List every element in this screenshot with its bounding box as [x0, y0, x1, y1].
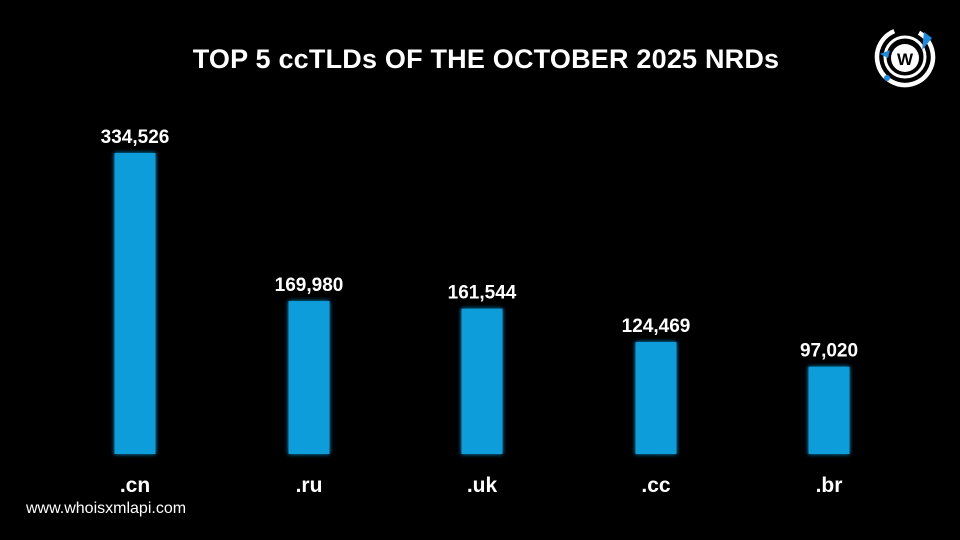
value-label: 169,980: [275, 275, 344, 296]
value-label: 124,469: [622, 316, 691, 337]
bar-cc: [635, 342, 677, 454]
bar-br: [808, 366, 850, 454]
value-label: 161,544: [448, 283, 517, 304]
category-label: .ru: [296, 474, 323, 497]
website-url: www.whoisxmlapi.com: [26, 500, 187, 517]
logo-letter: W: [897, 50, 914, 69]
value-label: 97,020: [800, 341, 858, 362]
bar-uk: [461, 308, 503, 454]
category-label: .cn: [120, 474, 150, 497]
value-label: 334,526: [101, 127, 170, 148]
bar-cn: [114, 153, 156, 454]
category-label: .br: [816, 474, 843, 497]
whoisxmlapi-logo-icon: W: [872, 24, 938, 90]
category-label: .uk: [467, 474, 498, 497]
bar-ru: [288, 301, 330, 454]
chart-title: TOP 5 ccTLDs OF THE OCTOBER 2025 NRDs: [192, 44, 780, 74]
category-label: .cc: [641, 474, 671, 497]
